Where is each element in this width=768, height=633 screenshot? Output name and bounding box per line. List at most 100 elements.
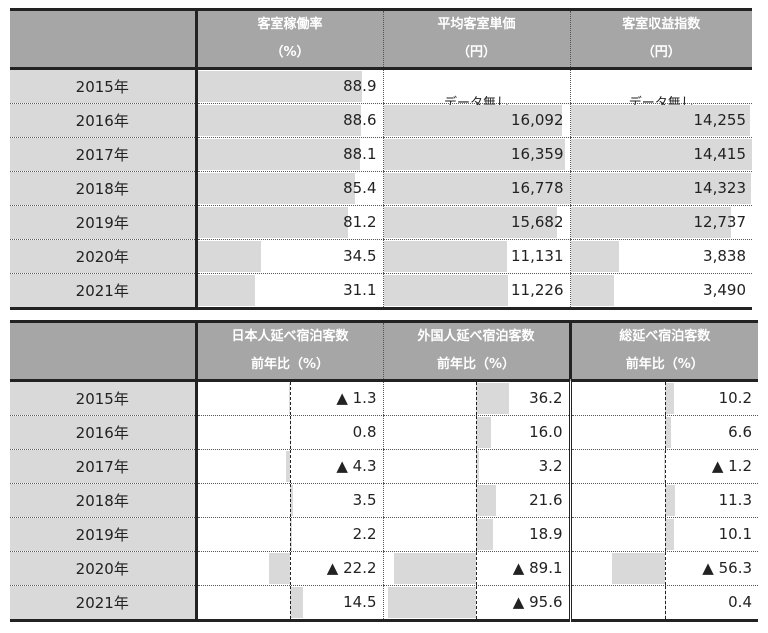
data-bar xyxy=(476,451,479,482)
value-label: ▲ 56.3 xyxy=(702,559,752,577)
data-bar xyxy=(197,173,356,204)
column-header-adr: 平均客室単価 （円） xyxy=(382,9,570,69)
table-row: 2015年 ▲ 1.3 36.2 10.2 xyxy=(10,380,758,416)
value-cell: データ無し xyxy=(569,68,752,111)
data-bar xyxy=(383,139,565,170)
data-bar xyxy=(664,383,675,414)
data-bar xyxy=(197,241,262,272)
value-label: ▲ 89.1 xyxy=(512,559,563,577)
data-bar xyxy=(663,451,665,482)
header-title: 平均客室単価 xyxy=(437,17,516,32)
value-cell: ▲ 22.2 xyxy=(194,551,383,586)
value-cell: 3,838 xyxy=(569,239,752,274)
zero-axis-line xyxy=(664,518,666,551)
header-title: 総延べ宿泊客数 xyxy=(619,329,711,344)
data-bar xyxy=(476,485,496,516)
year-cell: 2017年 xyxy=(10,137,196,172)
data-bar xyxy=(290,485,294,516)
header-row: 日本人延べ宿泊客数 前年比（%） 外国人延べ宿泊客数 前年比（%） 総延べ宿泊客数前… xyxy=(10,321,758,381)
value-cell: 10.1 xyxy=(568,517,758,552)
data-bar xyxy=(197,139,361,170)
value-label: 34.5 xyxy=(343,247,377,265)
header-title: 外国人延べ宿泊客数 xyxy=(417,329,535,344)
table-row: 2019年 2.2 18.9 10.1 xyxy=(10,517,758,552)
value-label: ▲ 95.6 xyxy=(512,593,563,611)
value-label: 14,323 xyxy=(693,179,747,197)
table-row: 2020年 ▲ 22.2 ▲ 89.1 ▲ 56.3 xyxy=(10,551,758,586)
zero-axis-line xyxy=(476,450,477,483)
value-cell: 11,226 xyxy=(382,273,570,310)
value-cell: データ無し xyxy=(382,68,570,111)
value-cell: ▲ 4.3 xyxy=(194,449,383,484)
zero-axis-line xyxy=(664,450,666,483)
data-bar xyxy=(476,417,491,448)
table-row: 2017年 88.1 16,359 14,415 xyxy=(10,137,752,172)
value-label: 88.1 xyxy=(343,145,377,163)
value-label: 81.2 xyxy=(343,213,377,231)
value-label: 0.4 xyxy=(728,593,752,611)
year-cell: 2018年 xyxy=(10,171,196,206)
zero-axis-line xyxy=(664,586,666,619)
data-bar xyxy=(476,519,494,550)
value-cell: 88.9 xyxy=(194,68,383,104)
data-bar xyxy=(570,275,615,306)
table-row: 2018年 3.5 21.6 11.3 xyxy=(10,483,758,518)
zero-axis-line xyxy=(290,586,291,619)
column-header-revpar: 客室収益指数 （円） xyxy=(569,9,752,69)
column-header-occupancy: 客室稼働率 （%） xyxy=(194,9,383,69)
year-cell: 2016年 xyxy=(10,103,196,138)
table-row: 2015年 88.9 データ無し データ無し xyxy=(10,68,752,111)
value-label: 2.2 xyxy=(352,525,377,543)
value-cell: ▲ 89.1 xyxy=(382,551,570,586)
value-cell: 36.2 xyxy=(382,380,570,416)
header-unit: 前年比（%） xyxy=(250,357,330,372)
value-cell: 85.4 xyxy=(194,171,383,206)
data-bar xyxy=(570,105,750,136)
value-cell: 18.9 xyxy=(382,517,570,552)
value-label: 3,838 xyxy=(703,247,746,265)
zero-axis-line xyxy=(664,552,666,585)
value-label: 3.2 xyxy=(538,457,563,475)
data-bar xyxy=(664,519,675,550)
value-cell: 6.6 xyxy=(568,415,758,450)
column-header-total: 総延べ宿泊客数 前年比（%） xyxy=(568,321,758,381)
zero-axis-line xyxy=(476,518,477,551)
value-cell: 2.2 xyxy=(194,517,383,552)
data-bar xyxy=(570,207,731,238)
header-unit: （%） xyxy=(270,45,310,60)
value-cell: 3,490 xyxy=(569,273,752,310)
value-label: 11,226 xyxy=(511,281,564,299)
value-cell: 16.0 xyxy=(382,415,570,450)
column-header-japanese: 日本人延べ宿泊客数 前年比（%） xyxy=(194,321,383,381)
value-label: 12,737 xyxy=(693,213,747,231)
value-label: 36.2 xyxy=(529,389,563,407)
data-bar xyxy=(570,139,752,170)
header-unit: 前年比（%） xyxy=(436,357,516,372)
value-cell: 16,778 xyxy=(382,171,570,206)
value-label: 10.1 xyxy=(718,525,752,543)
value-cell: 15,682 xyxy=(382,205,570,240)
data-bar xyxy=(664,417,671,448)
year-header xyxy=(10,321,196,381)
header-row: 客室稼働率 （%） 平均客室単価 （円） 客室収益指数 （円） xyxy=(10,9,752,69)
zero-axis-line xyxy=(664,484,666,517)
value-cell: 16,359 xyxy=(382,137,570,172)
value-cell: 0.4 xyxy=(568,585,758,622)
zero-axis-line xyxy=(476,416,477,449)
value-cell: 10.2 xyxy=(568,380,758,416)
value-cell: 21.6 xyxy=(382,483,570,518)
value-cell: 16,092 xyxy=(382,103,570,138)
header-title: 客室稼働率 xyxy=(257,17,323,32)
value-label: 16,359 xyxy=(511,145,564,163)
value-label: 14.5 xyxy=(343,593,377,611)
header-title: 客室収益指数 xyxy=(622,17,701,32)
value-cell: 34.5 xyxy=(194,239,383,274)
data-bar xyxy=(290,587,304,618)
zero-axis-line xyxy=(290,484,291,517)
zero-axis-line xyxy=(290,450,291,483)
year-cell: 2019年 xyxy=(10,517,196,552)
value-label: 6.6 xyxy=(728,423,752,441)
data-bar xyxy=(383,207,558,238)
value-label: 16.0 xyxy=(529,423,563,441)
zero-axis-line xyxy=(290,552,291,585)
